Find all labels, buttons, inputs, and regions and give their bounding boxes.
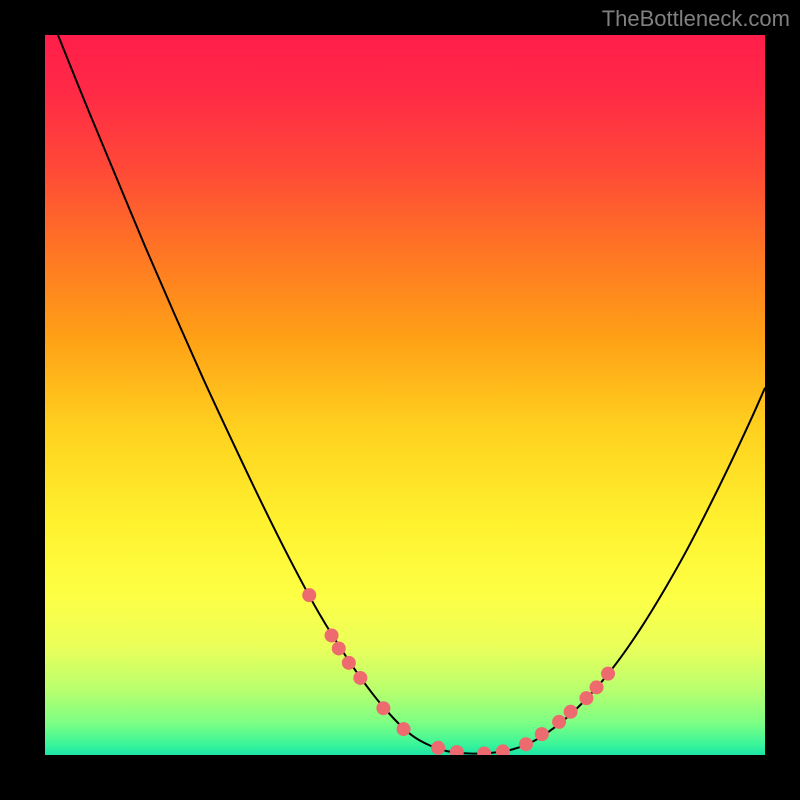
- attribution-label: TheBottleneck.com: [602, 6, 790, 32]
- data-marker: [535, 727, 549, 741]
- data-marker: [496, 744, 510, 755]
- curve-path: [58, 35, 765, 754]
- data-marker: [302, 588, 316, 602]
- data-marker: [564, 705, 578, 719]
- data-marker: [342, 656, 356, 670]
- data-marker: [519, 737, 533, 751]
- data-marker: [376, 701, 390, 715]
- data-marker: [353, 671, 367, 685]
- data-marker: [325, 628, 339, 642]
- bottleneck-chart: [45, 35, 765, 755]
- bottleneck-curve: [45, 35, 765, 755]
- data-marker: [431, 741, 445, 755]
- data-marker: [332, 641, 346, 655]
- data-marker: [590, 680, 604, 694]
- data-marker: [579, 691, 593, 705]
- data-marker: [552, 715, 566, 729]
- data-marker: [450, 745, 464, 755]
- data-marker: [397, 722, 411, 736]
- data-marker: [601, 667, 615, 681]
- data-marker: [477, 747, 491, 755]
